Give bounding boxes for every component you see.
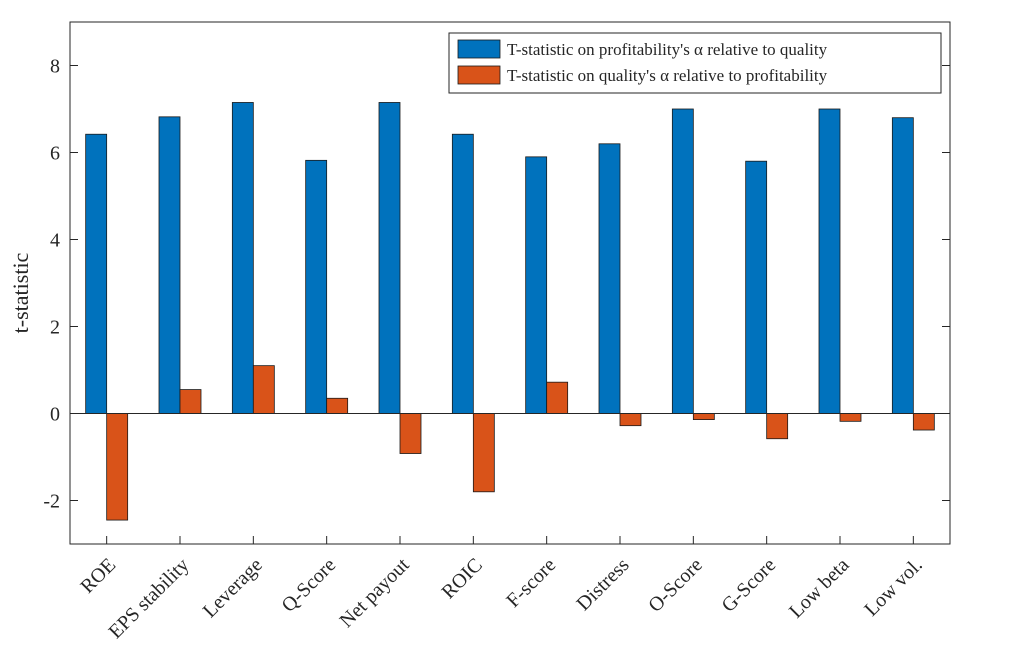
- x-tick-label: O-Score: [644, 554, 707, 617]
- bar-series1-7: [598, 143, 621, 414]
- y-tick-label: 2: [50, 317, 60, 339]
- bar-series1-3: [305, 159, 328, 414]
- x-tick-label: G-Score: [718, 554, 781, 617]
- bar-series1-11: [891, 117, 914, 414]
- bar-series1-2: [231, 102, 254, 414]
- bar-series2-10: [839, 413, 862, 422]
- bar-series1-4: [378, 102, 401, 414]
- x-tick-label: ROE: [76, 554, 120, 598]
- x-tick-label: Low beta: [785, 554, 854, 623]
- y-tick-label: 6: [50, 143, 60, 165]
- bar-series1-0: [85, 133, 108, 414]
- bar-series1-10: [818, 108, 841, 414]
- legend-box: [448, 32, 942, 94]
- bar-series2-9: [766, 413, 789, 440]
- x-tick-label: Net payout: [336, 554, 414, 632]
- bar-series2-7: [619, 413, 642, 427]
- plot-frame: [69, 21, 951, 545]
- bar-series2-1: [179, 389, 202, 414]
- bar-series2-11: [912, 413, 935, 431]
- bar-series1-9: [745, 160, 768, 414]
- legend: T-statistic on profitability's α relativ…: [448, 32, 942, 94]
- bar-series2-6: [546, 381, 569, 414]
- x-tick-label: Low vol.: [860, 554, 927, 621]
- y-ticks: -2 0 2 4 6 8: [43, 56, 950, 513]
- bar-series2-4: [399, 413, 422, 454]
- bar-series2-0: [106, 413, 129, 521]
- legend-swatch-series1: [457, 39, 501, 59]
- y-tick-label: 4: [50, 230, 60, 252]
- x-tick-label: Leverage: [199, 554, 267, 622]
- x-tick-label: Distress: [572, 554, 633, 615]
- legend-label-series2: T-statistic on quality's α relative to p…: [507, 66, 828, 85]
- bar-series2-3: [326, 397, 349, 414]
- bar-series1-1: [158, 116, 181, 414]
- bar-series2-8: [692, 413, 715, 420]
- bar-series2-5: [472, 413, 495, 493]
- y-tick-label: -2: [43, 491, 60, 513]
- legend-swatch-series2: [457, 65, 501, 85]
- bars-layer: [85, 102, 935, 521]
- y-tick-label: 8: [50, 56, 60, 78]
- bar-series1-5: [451, 133, 474, 414]
- y-tick-label: 0: [50, 404, 60, 426]
- x-tick-label: ROIC: [438, 554, 487, 603]
- x-tick-label: F-score: [502, 554, 560, 612]
- bar-series1-8: [671, 108, 694, 414]
- legend-label-series1: T-statistic on profitability's α relativ…: [507, 40, 828, 59]
- bar-series2-2: [252, 365, 275, 414]
- bar-series1-6: [525, 156, 548, 414]
- x-tick-label: Q-Score: [278, 554, 341, 617]
- y-axis-label: t-statistic: [8, 252, 33, 333]
